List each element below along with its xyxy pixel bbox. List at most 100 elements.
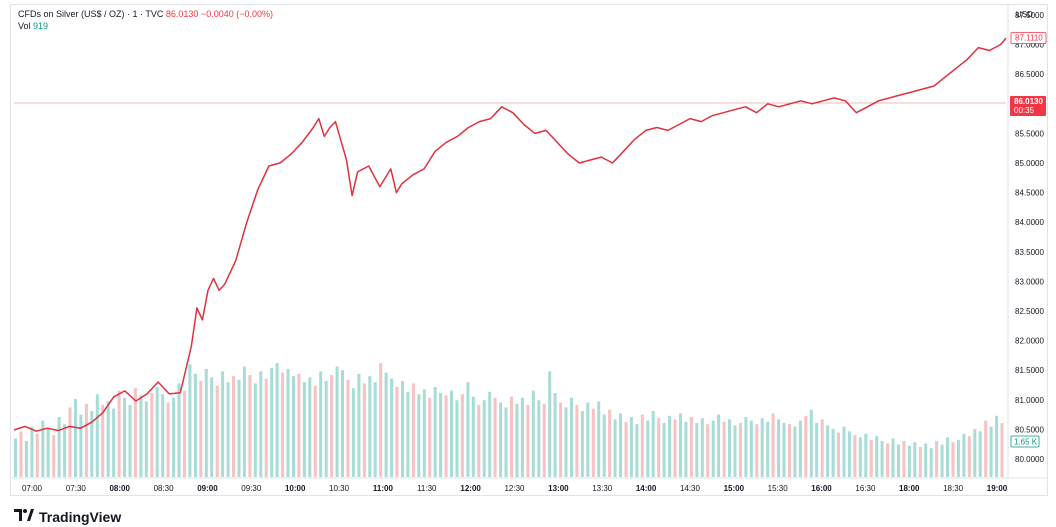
volume-bar xyxy=(433,387,437,477)
volume-bar xyxy=(815,423,819,477)
volume-bar xyxy=(749,420,753,477)
volume-bar xyxy=(204,369,208,477)
volume-bar xyxy=(531,390,535,477)
time-axis: 07:00 07:30 08:00 08:30 09:00 09:30 10:00 10:30… xyxy=(22,484,1008,493)
volume-bar xyxy=(728,419,731,477)
price-tick-label: 80.0000 xyxy=(1015,455,1044,464)
volume-bar xyxy=(395,387,399,477)
time-tick-label: 09:00 xyxy=(197,484,218,493)
time-tick-label: 15:00 xyxy=(724,484,745,493)
volume-bar xyxy=(902,441,906,477)
volume-bar xyxy=(210,377,214,477)
volume-bar xyxy=(591,408,595,477)
volume-bar xyxy=(717,414,721,477)
volume-bar xyxy=(537,400,541,477)
price-axis: 87.500087.000086.500086.000085.500085.00… xyxy=(1015,11,1044,464)
volume-bar xyxy=(499,402,503,477)
volume-bar xyxy=(161,394,165,477)
volume-bar xyxy=(95,394,99,477)
volume-bar xyxy=(640,414,644,477)
currency-label[interactable]: USD xyxy=(1016,10,1033,19)
volume-bar xyxy=(695,423,699,477)
volume-bar xyxy=(30,426,34,477)
volume-bar xyxy=(869,439,873,477)
volume-bar xyxy=(57,417,61,477)
volume-bar xyxy=(553,393,557,477)
price-tick-label: 83.0000 xyxy=(1015,277,1044,286)
tradingview-logo[interactable]: TradingView xyxy=(14,508,121,525)
time-tick-label: 08:30 xyxy=(154,484,175,493)
price-tick-label: 80.5000 xyxy=(1015,425,1044,434)
volume-bar xyxy=(504,407,508,477)
volume-bar xyxy=(455,400,459,477)
volume-bar xyxy=(771,413,775,477)
volume-bar xyxy=(826,425,830,477)
time-tick-label: 15:30 xyxy=(768,484,789,493)
volume-bar xyxy=(63,424,67,477)
volume-bar xyxy=(221,371,225,477)
volume-bar xyxy=(368,376,372,477)
volume-bar xyxy=(14,438,17,477)
volume-bar xyxy=(629,417,633,477)
volume-bar xyxy=(973,429,977,477)
volume-bar xyxy=(935,441,939,477)
volume-bar xyxy=(101,405,105,477)
tradingview-logo-icon xyxy=(14,508,34,525)
volume-bar xyxy=(379,363,383,477)
volume-label[interactable]: Vol xyxy=(18,21,31,31)
volume-bar xyxy=(575,405,579,477)
volume-bar xyxy=(858,437,862,477)
chart-frame[interactable] xyxy=(10,4,1048,496)
volume-bar xyxy=(471,396,475,477)
time-tick-label: 11:00 xyxy=(373,484,394,493)
volume-bar xyxy=(662,423,666,477)
volume-bar xyxy=(313,385,317,477)
volume-bar xyxy=(946,437,949,477)
time-tick-label: 10:30 xyxy=(329,484,350,493)
volume-bar xyxy=(281,372,285,477)
volume-bar xyxy=(798,420,802,477)
volume-bar xyxy=(150,393,154,477)
volume-bar xyxy=(913,442,917,477)
volume-bar xyxy=(302,382,306,477)
time-tick-label: 14:00 xyxy=(636,484,657,493)
time-tick-label: 09:30 xyxy=(241,484,262,493)
volume-bar xyxy=(319,371,323,477)
price-line xyxy=(13,37,1007,432)
time-tick-label: 18:30 xyxy=(943,484,964,493)
volume-bar xyxy=(215,385,219,477)
volume-bar xyxy=(755,424,759,477)
volume-bar xyxy=(951,442,955,477)
volume-bar xyxy=(793,426,797,477)
symbol-title[interactable]: CFDs on Silver (US$ / OZ) · 1 · TVC xyxy=(18,9,164,19)
volume-bar xyxy=(564,407,568,477)
volume-bar xyxy=(193,373,197,477)
volume-bar xyxy=(956,439,960,477)
volume-bar xyxy=(19,431,23,477)
volume-bar xyxy=(357,373,361,477)
volume-bar xyxy=(362,383,366,477)
volume-bar xyxy=(635,424,639,477)
volume-bar xyxy=(804,415,808,477)
price-tick-label: 86.5000 xyxy=(1015,70,1044,79)
volume-bar xyxy=(242,366,246,477)
volume-bar xyxy=(460,394,464,477)
volume-bar xyxy=(226,382,230,477)
price-tick-label: 83.5000 xyxy=(1015,248,1044,257)
volume-bar xyxy=(924,443,928,477)
volume-bar xyxy=(84,403,88,477)
volume-bar xyxy=(700,418,704,477)
volume-bar xyxy=(144,401,148,477)
volume-bar xyxy=(477,405,481,477)
volume-bar xyxy=(335,366,339,477)
volume-bar xyxy=(967,436,971,477)
price-tick-label: 87.5000 xyxy=(1015,11,1044,20)
volume-bar xyxy=(177,383,181,477)
volume-bar xyxy=(706,424,710,477)
volume-bar xyxy=(41,420,45,477)
volume-bar xyxy=(232,376,235,477)
volume-bar xyxy=(918,447,922,477)
volume-bar xyxy=(286,369,290,477)
last-price-countdown: 00:35 xyxy=(1014,106,1035,115)
